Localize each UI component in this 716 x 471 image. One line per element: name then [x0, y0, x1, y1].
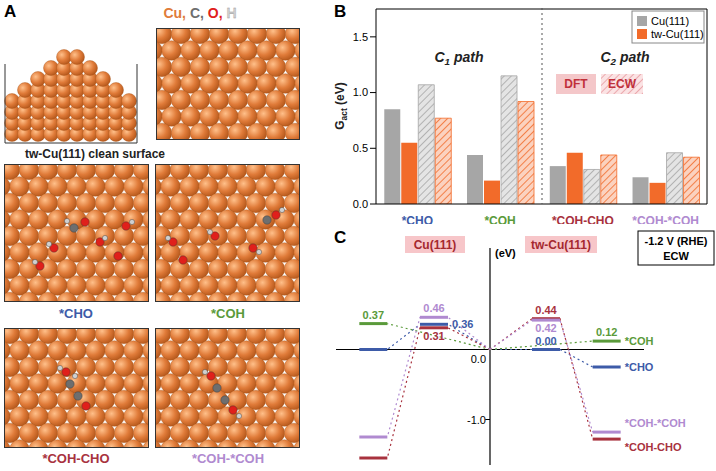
svg-text:0.42: 0.42 [535, 322, 556, 334]
svg-text:0.12: 0.12 [596, 326, 617, 338]
svg-text:*COH: *COH [484, 214, 515, 224]
svg-text:0.44: 0.44 [535, 304, 557, 316]
svg-text:Cu, C, O, H: Cu, C, O, H [163, 5, 236, 21]
svg-text:*CHO: *CHO [59, 306, 93, 321]
svg-text:*COH: *COH [211, 306, 245, 321]
svg-text:*CHO: *CHO [402, 214, 433, 224]
svg-text:tw-Cu(111): tw-Cu(111) [651, 28, 704, 40]
svg-text:*COH-CHO: *COH-CHO [552, 214, 614, 224]
svg-text:1.0: 1.0 [353, 86, 368, 98]
svg-text:-1.0: -1.0 [467, 414, 486, 426]
svg-text:*COH-CHO: *COH-CHO [625, 441, 682, 453]
svg-text:0.46: 0.46 [423, 302, 444, 314]
svg-text:C: C [334, 228, 346, 247]
svg-text:0.0: 0.0 [353, 198, 368, 210]
svg-text:0.31: 0.31 [423, 330, 444, 342]
svg-text:*COH: *COH [625, 335, 654, 347]
svg-text:0.5: 0.5 [353, 142, 368, 154]
svg-text:*COH-*COH: *COH-*COH [625, 417, 686, 429]
svg-text:0.36: 0.36 [452, 318, 473, 330]
svg-text:*COH-*COH: *COH-*COH [632, 214, 699, 224]
svg-text:-1.2 V (RHE): -1.2 V (RHE) [645, 235, 708, 247]
svg-text:tw-Cu(111): tw-Cu(111) [531, 238, 591, 252]
svg-text:ECW: ECW [608, 77, 637, 91]
svg-text:0.37: 0.37 [363, 309, 384, 321]
svg-text:*COH-*COH: *COH-*COH [192, 451, 264, 466]
svg-text:B: B [334, 2, 346, 21]
svg-text:ECW: ECW [663, 250, 689, 262]
svg-text:Cu(111): Cu(111) [651, 15, 689, 27]
svg-text:(eV): (eV) [495, 247, 516, 259]
svg-text:A: A [8, 2, 16, 21]
svg-text:tw-Cu(111) clean surface: tw-Cu(111) clean surface [25, 147, 165, 161]
svg-text:C1 path: C1 path [434, 49, 483, 67]
svg-text:C2 path: C2 path [600, 49, 649, 67]
svg-text:0.00: 0.00 [535, 335, 556, 347]
svg-text:Cu(111): Cu(111) [414, 238, 457, 252]
svg-text:0.0: 0.0 [471, 353, 486, 365]
svg-text:*CHO: *CHO [625, 361, 654, 373]
svg-text:Gact (eV): Gact (eV) [333, 82, 349, 129]
svg-text:1.5: 1.5 [353, 31, 368, 43]
svg-text:*COH-CHO: *COH-CHO [42, 451, 109, 466]
svg-text:DFT: DFT [564, 77, 588, 91]
